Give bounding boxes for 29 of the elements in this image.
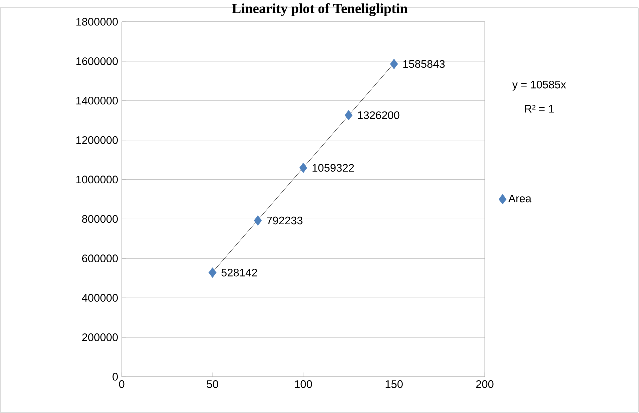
data-label: 528142	[222, 268, 258, 277]
text: y = 10585x	[512, 80, 566, 91]
legend-label: Area	[508, 194, 532, 203]
data-label: 1585843	[404, 60, 445, 68]
point	[390, 59, 398, 70]
point	[300, 162, 308, 174]
data-label: 792233	[267, 216, 303, 225]
point	[254, 216, 262, 226]
y-tick-label: 0	[112, 373, 118, 381]
x-tick-label: 100	[295, 380, 312, 388]
y-tick-label: 1600000	[76, 58, 118, 66]
data-label: 1326200	[358, 112, 400, 120]
x-tick-label: 0	[119, 380, 125, 388]
chart-title: Linearity plot of Teneligliptin	[232, 4, 408, 16]
y-tick-label: 1000000	[76, 176, 118, 184]
x-tick-label: 150	[386, 380, 403, 388]
y-tick-label: 1200000	[76, 136, 118, 144]
y-tick-label: 400000	[82, 294, 118, 302]
y-tick-label: 200000	[82, 334, 118, 342]
data-label: 1059322	[312, 164, 354, 172]
x-tick-label: 200	[476, 380, 494, 388]
point	[344, 110, 353, 121]
y-tick-label: 1400000	[76, 97, 118, 105]
point	[208, 268, 217, 278]
y-tick-label: 1800000	[76, 18, 118, 26]
y-tick-label: 600000	[82, 254, 118, 263]
x-tick-label: 50	[207, 380, 218, 388]
text: R² = 1	[525, 105, 554, 113]
y-tick-label: 800000	[82, 215, 118, 224]
